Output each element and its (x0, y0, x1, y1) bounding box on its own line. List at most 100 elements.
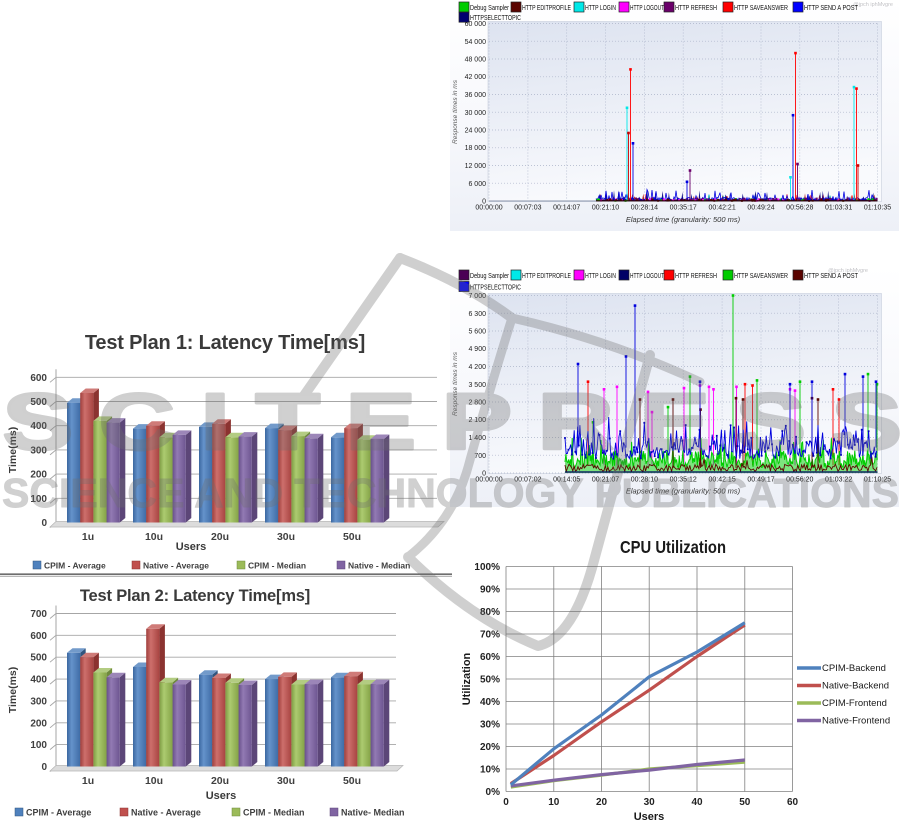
svg-text:0%: 0% (486, 787, 501, 798)
svg-text:HTTP SAVEANSWER: HTTP SAVEANSWER (734, 271, 788, 280)
svg-text:00:42:15: 00:42:15 (708, 477, 735, 484)
svg-text:50u: 50u (343, 531, 361, 543)
svg-text:30u: 30u (277, 775, 295, 787)
svg-text:Elapsed time (granularity: 500: Elapsed time (granularity: 500 ms) (626, 487, 741, 496)
svg-text:40: 40 (691, 797, 703, 808)
svg-text:0: 0 (41, 762, 47, 773)
svg-text:700: 700 (30, 609, 47, 620)
svg-text:60: 60 (787, 797, 799, 808)
svg-text:48 000: 48 000 (465, 57, 487, 64)
svg-text:HTTP REFRESH: HTTP REFRESH (675, 271, 717, 280)
svg-text:6 000: 6 000 (468, 181, 486, 188)
svg-text:90%: 90% (480, 585, 500, 596)
svg-text:Response times in ms: Response times in ms (452, 351, 459, 416)
svg-text:Response times in ms: Response times in ms (452, 79, 459, 144)
svg-text:600: 600 (30, 373, 47, 384)
svg-text:Native - Average: Native - Average (131, 808, 201, 818)
svg-text:700: 700 (474, 453, 486, 460)
svg-text:40%: 40% (480, 697, 500, 708)
svg-text:200: 200 (30, 718, 47, 729)
svg-text:HTTP SEND A POST: HTTP SEND A POST (804, 3, 858, 12)
svg-text:54 000: 54 000 (465, 39, 487, 46)
svg-text:20%: 20% (480, 742, 500, 753)
svg-text:20u: 20u (211, 775, 229, 787)
svg-text:Time(ms): Time(ms) (7, 667, 19, 714)
svg-text:00:56:20: 00:56:20 (786, 477, 813, 484)
svg-text:100: 100 (30, 494, 47, 505)
svg-text:10: 10 (548, 797, 560, 808)
svg-text:0: 0 (41, 518, 47, 529)
svg-text:Native- Median: Native- Median (341, 808, 405, 818)
svg-text:01:03:22: 01:03:22 (825, 477, 852, 484)
svg-text:Time(ms): Time(ms) (7, 427, 19, 474)
svg-text:01:10:35: 01:10:35 (864, 205, 891, 212)
svg-text:HTTPSELECTTOPIC: HTTPSELECTTOPIC (470, 283, 521, 292)
svg-text:00:49:24: 00:49:24 (747, 205, 774, 212)
svg-text:1 400: 1 400 (468, 435, 486, 442)
svg-text:30: 30 (644, 797, 656, 808)
svg-text:300: 300 (30, 696, 47, 707)
svg-text:200: 200 (30, 470, 47, 481)
svg-text:00:28:14: 00:28:14 (631, 205, 658, 212)
svg-text:Native-Backend: Native-Backend (822, 681, 889, 692)
svg-text:42 000: 42 000 (465, 74, 487, 81)
svg-text:00:35:17: 00:35:17 (670, 205, 697, 212)
svg-text:Users: Users (176, 541, 207, 553)
svg-text:600: 600 (30, 631, 47, 642)
svg-text:50u: 50u (343, 775, 361, 787)
svg-text:00:42:21: 00:42:21 (708, 205, 735, 212)
svg-text:HTTP EDITPROFILE: HTTP EDITPROFILE (522, 271, 571, 280)
svg-text:CPIM - Average: CPIM - Average (26, 808, 91, 818)
svg-text:36 000: 36 000 (465, 92, 487, 99)
svg-text:60%: 60% (480, 652, 500, 663)
svg-text:30%: 30% (480, 720, 500, 731)
svg-text:CPIM - Average: CPIM - Average (44, 561, 106, 571)
svg-text:@jpch iphMvgre: @jpch iphMvgre (853, 2, 893, 8)
svg-text:00:14:05: 00:14:05 (553, 477, 580, 484)
svg-text:Native-Frontend: Native-Frontend (822, 716, 890, 727)
svg-text:5 600: 5 600 (468, 329, 486, 336)
svg-text:00:07:02: 00:07:02 (514, 477, 541, 484)
svg-text:70%: 70% (480, 630, 500, 641)
svg-text:@jpch iphMvgre: @jpch iphMvgre (828, 268, 868, 274)
svg-text:CPU Utilization: CPU Utilization (620, 537, 726, 557)
svg-text:2 800: 2 800 (468, 400, 486, 407)
svg-text:12 000: 12 000 (465, 163, 487, 170)
svg-text:HTTP LOGIN: HTTP LOGIN (585, 271, 616, 280)
svg-text:30 000: 30 000 (465, 110, 487, 117)
svg-text:0: 0 (482, 471, 486, 478)
svg-text:HTTP LOGOUT: HTTP LOGOUT (630, 3, 664, 12)
svg-text:CPIM - Median: CPIM - Median (243, 808, 305, 818)
svg-text:Test Plan 1: Latency Time[ms]: Test Plan 1: Latency Time[ms] (85, 332, 365, 354)
svg-text:Users: Users (206, 790, 237, 802)
svg-text:00:00:00: 00:00:00 (475, 205, 502, 212)
svg-text:10%: 10% (480, 765, 500, 776)
svg-text:Debug Sampler: Debug Sampler (470, 3, 509, 12)
svg-text:HTTP SEND A POST: HTTP SEND A POST (804, 271, 858, 280)
svg-text:18 000: 18 000 (465, 145, 487, 152)
svg-text:1u: 1u (82, 531, 94, 543)
svg-text:80%: 80% (480, 607, 500, 618)
svg-text:400: 400 (30, 421, 47, 432)
svg-text:00:28:10: 00:28:10 (631, 477, 658, 484)
svg-text:60 000: 60 000 (465, 21, 487, 28)
svg-text:7 000: 7 000 (468, 293, 486, 300)
svg-text:10u: 10u (145, 531, 163, 543)
svg-text:4 900: 4 900 (468, 346, 486, 353)
svg-text:SCIENCE AND TECHNOLOGY PUBLICA: SCIENCE AND TECHNOLOGY PUBLICATIONS (2, 470, 899, 516)
svg-text:1u: 1u (82, 775, 94, 787)
svg-text:10u: 10u (145, 775, 163, 787)
svg-text:2 100: 2 100 (468, 417, 486, 424)
svg-text:6 300: 6 300 (468, 311, 486, 318)
svg-text:00:35:12: 00:35:12 (670, 477, 697, 484)
svg-text:0: 0 (503, 797, 509, 808)
svg-text:CPIM - Median: CPIM - Median (248, 561, 306, 571)
svg-text:00:21:10: 00:21:10 (592, 205, 619, 212)
svg-text:00:00:00: 00:00:00 (475, 477, 502, 484)
svg-text:20u: 20u (211, 531, 229, 543)
svg-text:00:56:28: 00:56:28 (786, 205, 813, 212)
svg-text:Native - Median: Native - Median (348, 561, 410, 571)
svg-text:00:07:03: 00:07:03 (514, 205, 541, 212)
svg-text:00:49:17: 00:49:17 (747, 477, 774, 484)
svg-text:20: 20 (596, 797, 608, 808)
